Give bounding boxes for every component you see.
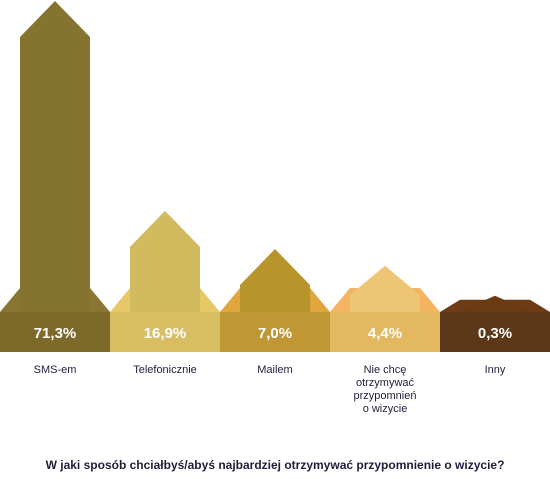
category-label: Telefonicznie	[133, 364, 197, 376]
value-label: 0,3%	[478, 325, 512, 342]
bar-base	[110, 312, 220, 352]
category-label: Mailem	[257, 364, 293, 376]
bar-base	[0, 312, 110, 352]
bar	[460, 295, 530, 312]
bar	[20, 1, 90, 312]
bar-base	[330, 312, 440, 352]
value-label: 71,3%	[34, 325, 77, 342]
chart-title: W jaki sposób chciałbyś/abyś najbardziej…	[45, 458, 505, 472]
value-label: 4,4%	[368, 325, 402, 342]
value-label: 7,0%	[258, 325, 292, 342]
bar	[350, 265, 420, 312]
bar	[240, 249, 310, 312]
bar	[130, 210, 200, 312]
value-label: 16,9%	[144, 325, 187, 342]
category-label: Nie chcę otrzymywać przypomnień o wizyci…	[353, 364, 417, 415]
bar-bases	[0, 312, 550, 352]
bars	[20, 1, 530, 312]
bar-base	[440, 312, 550, 352]
category-label: SMS-em	[33, 364, 77, 376]
value-labels: 71,3% 16,9% 7,0% 4,4% 0,3%	[34, 325, 512, 342]
bar-base	[220, 312, 330, 352]
category-label: Inny	[484, 364, 506, 376]
